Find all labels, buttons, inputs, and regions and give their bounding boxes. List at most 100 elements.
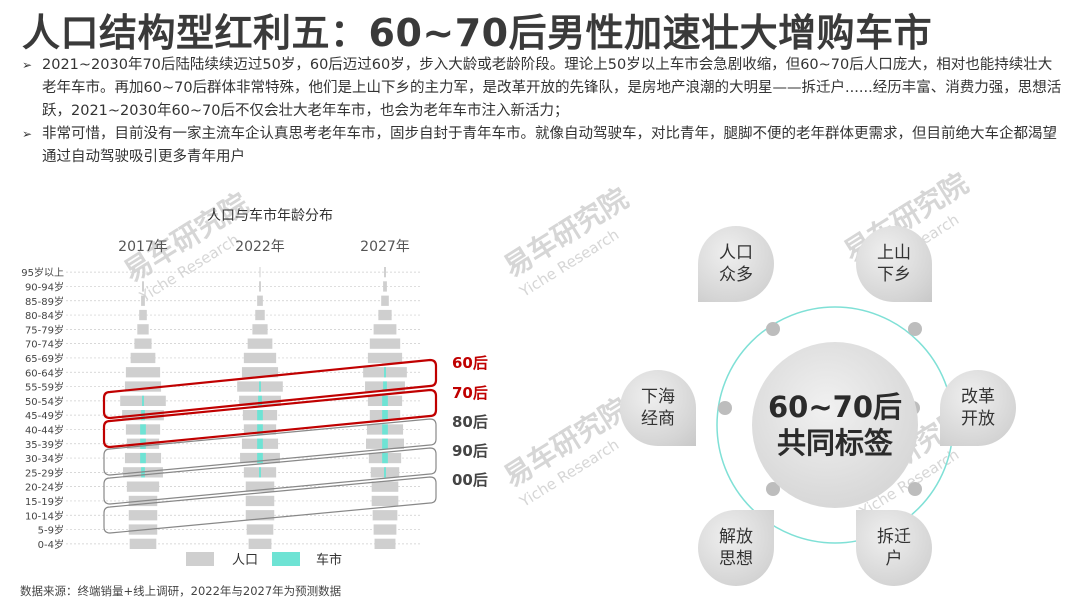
wheel-dot bbox=[718, 401, 732, 415]
population-bar bbox=[134, 338, 152, 349]
age-tick-label: 95岁以上 bbox=[21, 266, 64, 279]
generation-label: 80后 bbox=[452, 413, 488, 431]
age-tick-label: 30-34岁 bbox=[25, 452, 64, 465]
population-bar bbox=[243, 352, 277, 364]
wheel-dot bbox=[908, 482, 922, 496]
panel-title: 2017年 bbox=[118, 239, 168, 255]
car-market-bar bbox=[259, 467, 261, 478]
wheel-dot bbox=[766, 322, 780, 336]
population-bar bbox=[255, 309, 265, 321]
wheel-center: 60~70后 共同标签 bbox=[752, 342, 918, 508]
age-tick-label: 70-74岁 bbox=[25, 338, 64, 351]
population-bar bbox=[371, 495, 399, 507]
age-tick-label: 25-29岁 bbox=[25, 466, 64, 479]
car-market-bar bbox=[258, 395, 262, 406]
generation-label: 90后 bbox=[452, 442, 488, 460]
population-bar bbox=[384, 267, 386, 278]
population-bar bbox=[381, 295, 389, 306]
petal-population: 人口众多 bbox=[698, 226, 774, 302]
generation-label: 70后 bbox=[452, 384, 488, 402]
population-bar bbox=[142, 267, 144, 278]
population-bar bbox=[257, 295, 263, 306]
petal-countryside: 上山下乡 bbox=[856, 226, 932, 302]
population-bar bbox=[128, 510, 158, 521]
car-market-bar bbox=[382, 438, 388, 449]
population-bar bbox=[248, 538, 272, 549]
population-bar bbox=[259, 267, 261, 278]
population-bar bbox=[241, 367, 279, 378]
population-bar bbox=[137, 324, 149, 335]
population-bar bbox=[383, 281, 387, 292]
car-market-bar bbox=[382, 424, 388, 435]
age-tick-label: 45-49岁 bbox=[25, 409, 64, 422]
wheel-center-line2: 共同标签 bbox=[776, 426, 893, 460]
age-tick-label: 5-9岁 bbox=[38, 524, 64, 537]
car-market-bar bbox=[257, 438, 263, 449]
car-market-bar bbox=[382, 395, 388, 406]
data-source-note: 数据来源：终端销量+线上调研，2022年与2027年为预测数据 bbox=[20, 584, 342, 598]
population-bar bbox=[252, 324, 268, 335]
population-bar bbox=[129, 538, 157, 549]
car-market-bar bbox=[382, 410, 388, 421]
population-bar bbox=[369, 338, 401, 349]
panel-title: 2022年 bbox=[235, 239, 285, 255]
generation-label: 00后 bbox=[452, 471, 488, 489]
population-bar bbox=[124, 381, 162, 392]
age-tick-label: 80-84岁 bbox=[25, 309, 64, 322]
population-bar bbox=[374, 538, 396, 549]
petal-liberation: 解放思想 bbox=[698, 510, 774, 586]
population-bar bbox=[373, 324, 397, 335]
petal-demolition: 拆迁户 bbox=[856, 510, 932, 586]
car-market-bar bbox=[257, 410, 263, 421]
car-market-bar bbox=[257, 424, 263, 435]
car-market-bar bbox=[382, 452, 388, 464]
age-tick-label: 85-89岁 bbox=[25, 295, 64, 308]
population-bar bbox=[125, 367, 161, 378]
generation-band bbox=[103, 418, 437, 476]
age-tick-label: 55-59岁 bbox=[25, 381, 64, 394]
population-bar bbox=[246, 524, 274, 535]
chart-title: 人口与车市年龄分布 bbox=[207, 207, 333, 224]
car-market-bar bbox=[384, 367, 386, 378]
legend-label-population: 人口 bbox=[232, 553, 258, 568]
age-tick-label: 40-44岁 bbox=[25, 423, 64, 436]
population-bar bbox=[378, 309, 392, 321]
population-bar bbox=[371, 481, 399, 492]
age-tick-label: 35-39岁 bbox=[25, 438, 64, 451]
population-bar bbox=[259, 281, 261, 292]
car-market-bar bbox=[384, 467, 386, 478]
age-tick-label: 90-94岁 bbox=[25, 280, 64, 293]
population-bar bbox=[373, 524, 397, 535]
wheel-dot bbox=[908, 322, 922, 336]
population-bar bbox=[141, 295, 145, 306]
population-bar bbox=[245, 510, 275, 521]
wheel-dot bbox=[766, 482, 780, 496]
age-tick-label: 60-64岁 bbox=[25, 366, 64, 379]
generation-band bbox=[102, 358, 438, 420]
population-bar bbox=[245, 495, 275, 507]
population-bar bbox=[142, 281, 144, 292]
car-market-bar bbox=[257, 452, 263, 464]
population-bar bbox=[126, 481, 160, 492]
legend-swatch-population bbox=[186, 552, 214, 566]
car-market-bar bbox=[259, 381, 261, 392]
population-bar bbox=[367, 352, 403, 364]
generation-band bbox=[103, 476, 437, 534]
population-bar bbox=[139, 309, 147, 321]
legend-label-car-market: 车市 bbox=[316, 552, 342, 568]
page-title: 人口结构型红利五：60~70后男性加速壮大增购车市 bbox=[22, 11, 933, 55]
petal-reform: 改革开放 bbox=[940, 370, 1016, 446]
panel-title: 2027年 bbox=[360, 239, 410, 255]
bullet-1: 2021~2030年70后陆陆续续迈过50岁，60后迈过60岁，步入大龄或老龄阶… bbox=[22, 54, 1062, 123]
age-tick-label: 75-79岁 bbox=[25, 323, 64, 336]
generation-band bbox=[102, 388, 438, 449]
age-tick-label: 10-14岁 bbox=[25, 509, 64, 522]
generation-band bbox=[103, 447, 437, 505]
car-market-bar bbox=[383, 381, 387, 392]
age-tick-label: 15-19岁 bbox=[25, 495, 64, 508]
age-tick-label: 0-4岁 bbox=[38, 538, 64, 551]
car-market-bar bbox=[140, 424, 146, 435]
age-tick-label: 65-69岁 bbox=[25, 352, 64, 365]
